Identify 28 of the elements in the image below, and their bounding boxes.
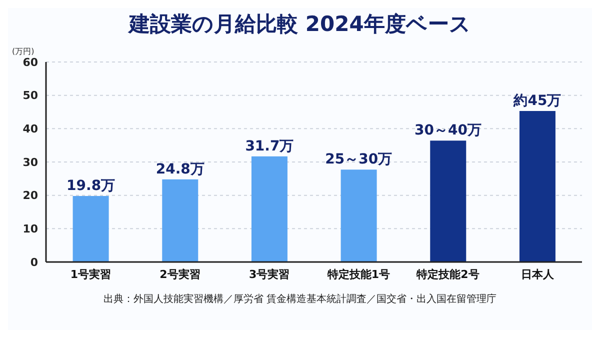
y-tick-label: 40 bbox=[22, 122, 38, 136]
bar bbox=[519, 111, 556, 262]
y-tick-label: 0 bbox=[30, 256, 38, 269]
bar bbox=[162, 179, 198, 262]
bar bbox=[430, 140, 466, 262]
y-tick-label: 50 bbox=[22, 89, 38, 102]
data-label: 31.7万 bbox=[245, 138, 294, 154]
x-tick-label: 3号実習 bbox=[249, 268, 290, 281]
annotation: 25～30万 bbox=[325, 152, 392, 168]
bar bbox=[340, 170, 377, 262]
data-label: 約45万 bbox=[512, 93, 562, 109]
y-tick-label: 10 bbox=[22, 222, 38, 236]
y-tick-label: 60 bbox=[22, 56, 38, 69]
source-note: 出典：外国人技能実習機構／厚労省 賃金構造基本統計調査／国交省・出入国在留管理庁 bbox=[102, 292, 498, 306]
data-label: 19.8万 bbox=[66, 178, 116, 194]
y-tick-label: 30 bbox=[22, 156, 38, 169]
y-tick-label: 20 bbox=[22, 189, 38, 202]
x-tick-label: 2号実習 bbox=[160, 268, 200, 281]
data-label: 24.8万 bbox=[156, 161, 204, 178]
x-tick-label: 特定技能1号 bbox=[326, 268, 390, 281]
annotation: 30～40万 bbox=[414, 122, 482, 139]
x-tick-label: 日本人 bbox=[520, 268, 555, 281]
bar bbox=[72, 196, 109, 262]
y-axis-title: (万円) bbox=[12, 46, 34, 57]
x-tick-label: 特定技能2号 bbox=[416, 268, 480, 281]
bar bbox=[251, 156, 288, 262]
x-tick-label: 1号実習 bbox=[70, 268, 111, 281]
chart-title: 建設業の月給比較 2024年度ベース bbox=[126, 11, 472, 38]
